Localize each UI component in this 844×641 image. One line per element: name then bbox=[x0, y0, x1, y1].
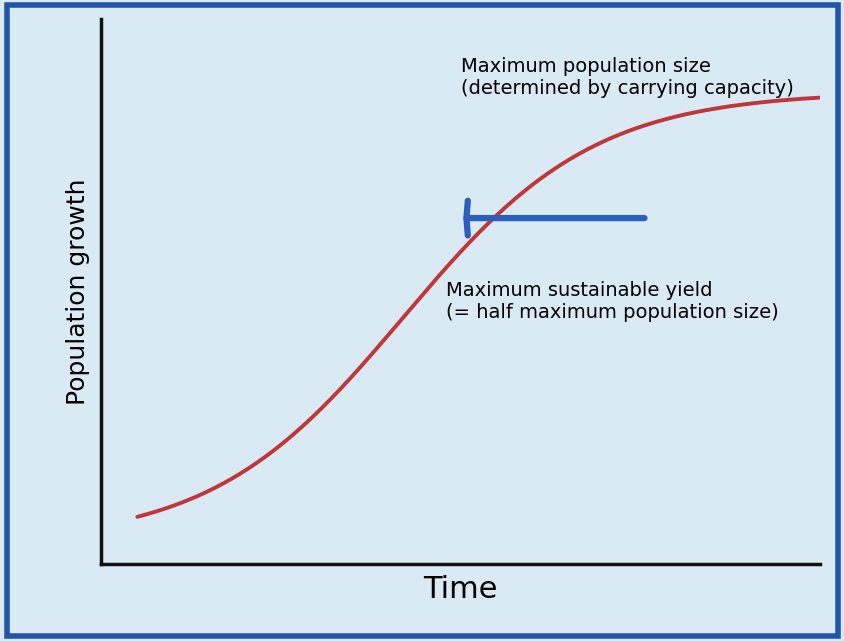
Text: Maximum sustainable yield
(= half maximum population size): Maximum sustainable yield (= half maximu… bbox=[446, 281, 778, 322]
X-axis label: Time: Time bbox=[423, 575, 497, 604]
Y-axis label: Population growth: Population growth bbox=[66, 178, 90, 405]
Text: Maximum population size
(determined by carrying capacity): Maximum population size (determined by c… bbox=[460, 58, 793, 98]
